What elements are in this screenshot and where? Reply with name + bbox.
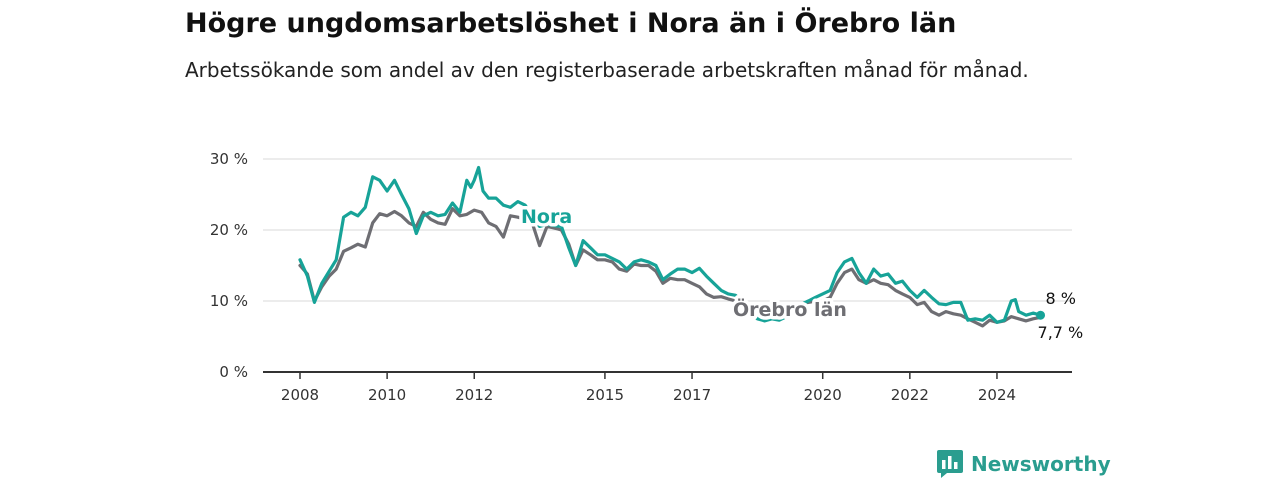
nora-end-value: 8 % bbox=[1046, 289, 1076, 308]
nora-end-marker bbox=[1036, 310, 1046, 320]
x-tick-label: 2024 bbox=[978, 386, 1016, 404]
y-tick-label: 10 % bbox=[210, 292, 248, 310]
x-tick-label: 2015 bbox=[586, 386, 624, 404]
y-tick-label: 0 % bbox=[219, 363, 248, 381]
line-chart: 0 % 10 % 20 % 30 % 2008 2010 2012 2015 2017 2020… bbox=[210, 150, 1084, 404]
nora-series-label: Nora bbox=[521, 206, 572, 228]
x-tick-label: 2017 bbox=[673, 386, 711, 404]
series-lines bbox=[298, 165, 1046, 328]
y-tick-label: 30 % bbox=[210, 150, 248, 168]
brand-name: Newsworthy bbox=[971, 452, 1111, 476]
orebro-end-value: 7,7 % bbox=[1038, 323, 1084, 342]
chart-subtitle: Arbetssökande som andel av den registerb… bbox=[185, 58, 1029, 82]
orebro-series-label-halo: Örebro län bbox=[733, 297, 847, 321]
x-tick-label: 2008 bbox=[281, 386, 319, 404]
nora-line bbox=[298, 165, 1043, 324]
nora-series-label-halo: Nora bbox=[521, 206, 572, 228]
y-tick-label: 20 % bbox=[210, 221, 248, 239]
chart-title: Högre ungdomsarbetslöshet i Nora än i Ör… bbox=[185, 8, 957, 39]
orebro-series-label: Örebro län bbox=[733, 297, 847, 321]
newsworthy-brand: Newsworthy bbox=[937, 449, 1111, 479]
x-tick-label: 2010 bbox=[368, 386, 406, 404]
x-tick-label: 2020 bbox=[804, 386, 842, 404]
orebro-line bbox=[298, 207, 1043, 328]
x-axis: 2008 2010 2012 2015 2017 2020 2022 2024 bbox=[263, 371, 1072, 404]
x-tick-label: 2012 bbox=[455, 386, 493, 404]
y-axis: 0 % 10 % 20 % 30 % bbox=[210, 150, 248, 381]
bar-chart-logo-icon bbox=[937, 450, 963, 478]
x-tick-label: 2022 bbox=[891, 386, 929, 404]
